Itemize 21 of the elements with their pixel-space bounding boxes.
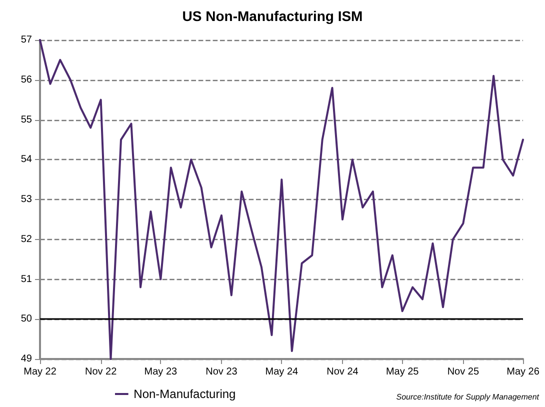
y-tick-label: 49 [20,354,32,364]
y-tick-label: 57 [20,34,32,46]
y-tick-label: 51 [20,274,32,285]
x-tick-label: Nov 25 [447,366,480,378]
x-tick-label: May 22 [24,366,57,378]
y-tick-label: 53 [20,194,32,205]
y-tick-label: 56 [20,74,32,86]
x-tick-label: May 23 [144,366,178,378]
legend-label: Non-Manufacturing [134,387,236,401]
x-tick-label: May 25 [386,366,420,378]
x-tick-label: Nov 24 [326,366,359,378]
y-tick-label: 52 [20,234,32,245]
y-tick-label: 54 [20,154,32,166]
x-tick-label: May 26 [506,366,540,378]
x-tick-label: Nov 22 [84,366,118,378]
x-tick-label: May 24 [265,366,298,378]
source-note: Source:Institute for Supply Management [396,392,540,402]
y-tick-label: 55 [20,114,32,126]
x-tick-label: Nov 23 [206,366,238,378]
chart-title: US Non-Manufacturing ISM [182,8,363,24]
y-tick-label: 50 [20,314,32,325]
